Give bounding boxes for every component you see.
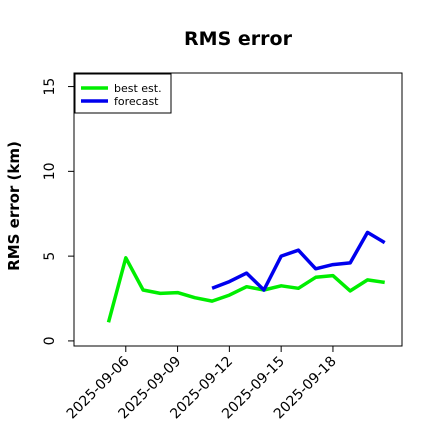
y-tick-label: 5 — [42, 252, 58, 261]
legend-label-forecast: forecast — [114, 95, 159, 108]
y-tick-label: 0 — [42, 336, 58, 345]
y-tick-label: 15 — [42, 78, 58, 96]
chart-title: RMS error — [184, 28, 293, 50]
plot-frame — [73, 72, 403, 347]
x-axis: 2025-09-062025-09-092025-09-122025-09-15… — [64, 346, 340, 422]
legend-label-best-est: best est. — [114, 82, 162, 95]
legend-box — [74, 73, 172, 114]
legend: best est.forecast — [74, 73, 172, 114]
y-axis: 0 5 10 15 — [42, 78, 74, 345]
series-lines — [106, 230, 386, 323]
y-tick-label: 10 — [42, 162, 58, 180]
y-axis-label: RMS error (km) — [5, 141, 23, 271]
series-line-best-est — [106, 256, 385, 323]
series-line-forecast — [211, 230, 386, 292]
